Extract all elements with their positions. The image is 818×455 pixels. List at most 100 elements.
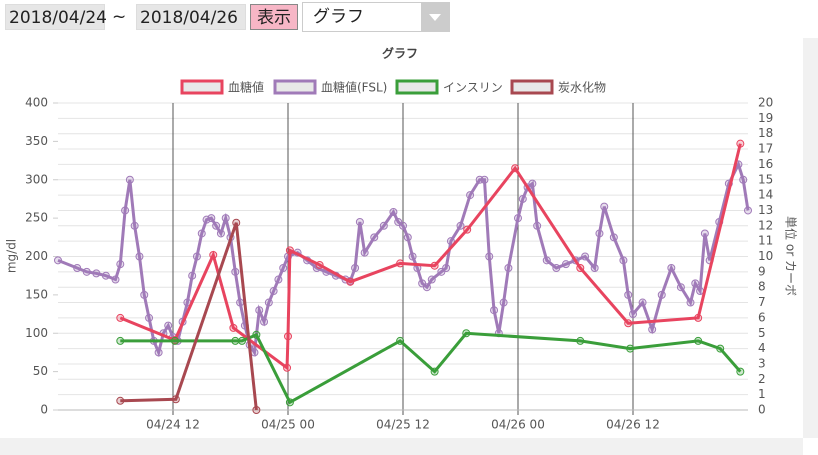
point: [389, 207, 398, 216]
separator: ~: [112, 7, 127, 27]
x-tick-label: 04/25 12: [376, 418, 430, 432]
y2-tick-label: 5: [758, 326, 766, 340]
point: [171, 395, 180, 404]
point: [413, 264, 422, 273]
legend-label: 血糖値: [228, 80, 264, 95]
y2-tick-label: 19: [758, 111, 773, 125]
point: [149, 336, 158, 345]
point: [284, 332, 292, 341]
y2-tick-label: 14: [758, 188, 773, 202]
point: [667, 264, 676, 273]
point: [73, 264, 82, 273]
date-from[interactable]: 2018/04/24: [5, 4, 107, 30]
y2-tick-label: 0: [758, 403, 766, 417]
point: [341, 275, 350, 284]
y-tick-label: 300: [25, 172, 48, 186]
legend-label: インスリン: [443, 81, 503, 95]
point: [145, 313, 154, 322]
point: [226, 233, 235, 242]
point: [82, 267, 91, 276]
point: [125, 175, 134, 184]
point: [322, 267, 331, 276]
point: [92, 269, 101, 278]
show-button[interactable]: 表示: [250, 4, 298, 30]
y2-tick-label: 8: [758, 280, 766, 294]
point: [696, 287, 705, 296]
point: [408, 252, 417, 261]
point: [595, 229, 604, 238]
point: [250, 348, 259, 357]
point: [619, 256, 628, 265]
point: [170, 336, 179, 345]
point: [269, 287, 278, 296]
point: [285, 246, 294, 255]
point: [312, 264, 321, 273]
point: [399, 221, 407, 230]
legend-swatch: [510, 79, 554, 95]
point: [676, 283, 685, 292]
select[interactable]: グラフ: [302, 2, 450, 32]
chart-title: グラフ: [382, 46, 418, 61]
point: [700, 229, 709, 238]
point: [694, 313, 703, 322]
point: [169, 333, 177, 342]
point: [260, 317, 269, 326]
point: [463, 225, 472, 234]
point: [514, 214, 522, 223]
point: [197, 229, 206, 238]
y2-tick-label: 18: [758, 126, 773, 140]
point: [116, 336, 125, 345]
point: [238, 336, 246, 345]
point: [135, 252, 144, 261]
point: [351, 264, 360, 273]
point: [360, 248, 369, 257]
point: [609, 233, 618, 242]
point: [629, 310, 637, 319]
point: [264, 298, 273, 307]
point: [236, 298, 245, 307]
y2-tick-label: 11: [758, 234, 773, 248]
point: [221, 214, 230, 223]
point: [216, 229, 225, 238]
point: [116, 313, 125, 322]
point: [724, 179, 733, 188]
point: [183, 298, 192, 307]
point: [192, 252, 201, 261]
y-tick-label: 0: [40, 403, 48, 417]
point: [207, 214, 216, 223]
point: [54, 256, 62, 265]
point: [494, 329, 503, 338]
point: [626, 344, 635, 353]
y2-tick-label: 2: [758, 372, 766, 386]
point: [437, 267, 446, 276]
point: [355, 217, 364, 226]
y-tick-label: 150: [25, 287, 48, 301]
point: [466, 191, 475, 200]
point: [462, 329, 471, 338]
point: [229, 323, 238, 332]
point: [116, 396, 125, 405]
point: [511, 164, 520, 173]
legend-label: 炭水化物: [558, 81, 606, 95]
point: [231, 267, 240, 276]
point: [346, 277, 355, 286]
point: [456, 221, 465, 230]
point: [101, 271, 110, 280]
point: [418, 279, 427, 288]
point: [130, 221, 139, 230]
point: [734, 160, 743, 169]
point: [485, 252, 494, 261]
point: [159, 329, 168, 338]
point: [279, 264, 288, 273]
y2-tick-label: 10: [758, 249, 773, 263]
y2-tick-label: 7: [758, 295, 766, 309]
point: [542, 256, 551, 265]
date-to[interactable]: 2018/04/26: [136, 4, 246, 30]
point: [430, 261, 439, 270]
y2-tick-label: 15: [758, 172, 773, 186]
x-tick-label: 04/26 12: [606, 418, 660, 432]
point: [533, 221, 542, 230]
h-scrollbar: [0, 438, 803, 455]
point: [315, 260, 324, 269]
